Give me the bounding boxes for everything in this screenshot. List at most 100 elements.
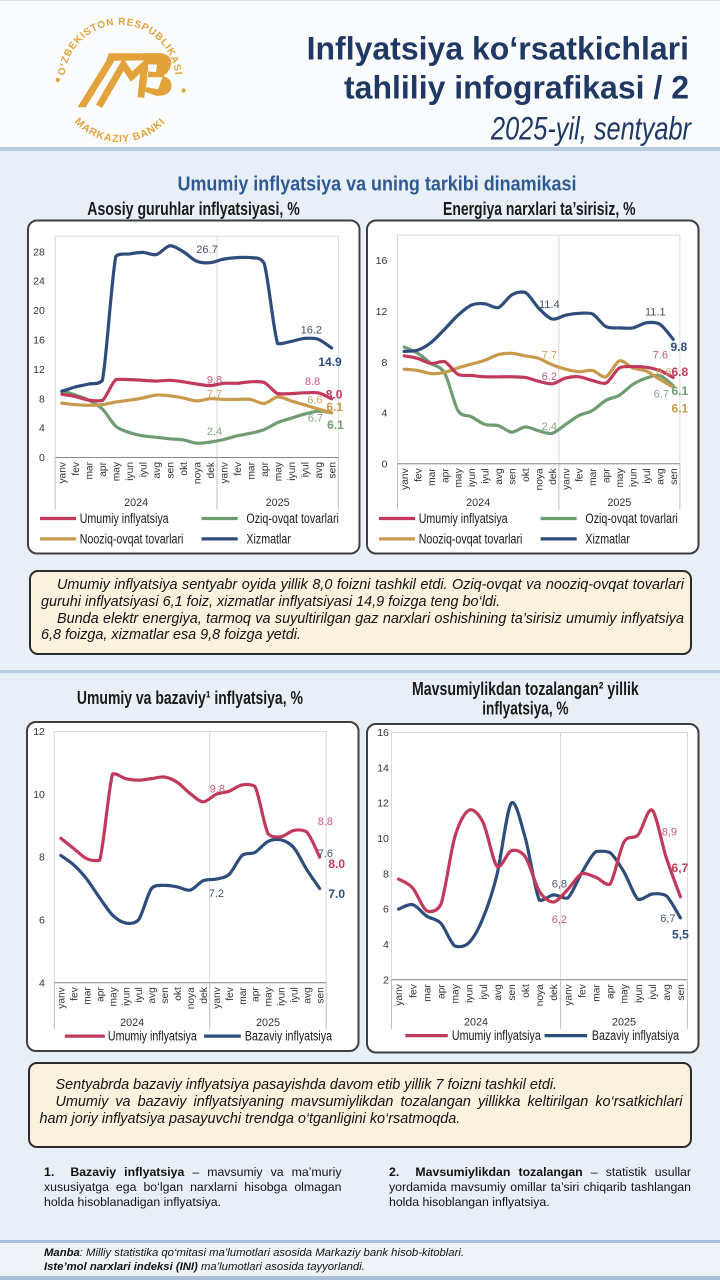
svg-text:fev: fev xyxy=(574,467,585,481)
svg-text:2024: 2024 xyxy=(466,497,490,509)
svg-text:26.7: 26.7 xyxy=(196,244,217,256)
svg-text:0: 0 xyxy=(38,452,44,464)
svg-text:6,7: 6,7 xyxy=(660,913,675,925)
svg-text:6.1: 6.1 xyxy=(671,401,688,415)
svg-text:avg: avg xyxy=(313,461,324,478)
svg-text:6.1: 6.1 xyxy=(671,384,688,398)
svg-text:avg: avg xyxy=(302,986,313,1003)
svg-text:2024: 2024 xyxy=(120,1017,144,1029)
svg-text:mar: mar xyxy=(237,986,248,1004)
svg-text:avg: avg xyxy=(655,467,666,484)
svg-text:8.0: 8.0 xyxy=(325,387,342,401)
svg-text:8: 8 xyxy=(381,356,387,368)
svg-text:28: 28 xyxy=(33,246,45,258)
svg-text:apr: apr xyxy=(601,467,612,482)
svg-text:2024: 2024 xyxy=(464,1017,488,1029)
svg-text:4: 4 xyxy=(383,939,389,951)
svg-text:mar: mar xyxy=(422,984,433,1002)
svg-text:0: 0 xyxy=(381,458,387,470)
svg-text:2024: 2024 xyxy=(124,497,148,509)
svg-text:iyun: iyun xyxy=(633,984,644,1003)
svg-text:may: may xyxy=(263,986,274,1006)
svg-text:may: may xyxy=(619,983,630,1003)
svg-text:avg: avg xyxy=(152,461,163,478)
svg-text:Energiya narxlari ta’sirisiz,: Energiya narxlari ta’sirisiz, % xyxy=(443,198,636,219)
svg-text:16: 16 xyxy=(375,255,387,267)
svg-text:2.4: 2.4 xyxy=(541,421,556,433)
svg-text:Nooziq-ovqat tovarlari: Nooziq-ovqat tovarlari xyxy=(418,531,522,546)
svg-text:10: 10 xyxy=(377,833,389,845)
svg-text:6,8: 6,8 xyxy=(551,879,566,891)
svg-text:apr: apr xyxy=(98,461,109,476)
svg-text:6.8: 6.8 xyxy=(671,365,688,379)
svg-text:okt: okt xyxy=(521,468,532,482)
svg-text:16.2: 16.2 xyxy=(300,324,321,336)
svg-text:Umumiy inflyatsiya va uning ta: Umumiy inflyatsiya va uning tarkibi dina… xyxy=(178,173,577,196)
svg-text:MARKAZIY BANKI: MARKAZIY BANKI xyxy=(72,116,168,146)
svg-text:2: 2 xyxy=(383,974,389,986)
svg-text:8,9: 8,9 xyxy=(661,827,676,839)
svg-text:may: may xyxy=(273,461,284,481)
svg-text:yanv: yanv xyxy=(219,461,230,483)
svg-text:16: 16 xyxy=(377,727,389,739)
svg-text:Inflyatsiya ko‘rsatkichlari: Inflyatsiya ko‘rsatkichlari xyxy=(307,31,689,67)
svg-text:okt: okt xyxy=(173,987,184,1001)
svg-text:mar: mar xyxy=(426,467,437,485)
svg-text:Umumiy inflyatsiya: Umumiy inflyatsiya xyxy=(418,510,507,525)
svg-text:fev: fev xyxy=(69,986,80,1000)
svg-text:6.1: 6.1 xyxy=(327,418,344,432)
svg-text:12: 12 xyxy=(377,798,389,810)
svg-text:4: 4 xyxy=(39,977,45,989)
svg-text:avg: avg xyxy=(492,984,503,1001)
svg-text:7.7: 7.7 xyxy=(206,388,221,400)
svg-text:11.4: 11.4 xyxy=(539,299,560,311)
svg-text:20: 20 xyxy=(33,305,45,317)
svg-text:iyun: iyun xyxy=(121,987,132,1006)
svg-text:avg: avg xyxy=(494,467,505,484)
svg-text:6.6: 6.6 xyxy=(307,394,322,406)
svg-text:may: may xyxy=(111,461,122,481)
svg-text:fev: fev xyxy=(232,461,243,475)
svg-text:iyul: iyul xyxy=(138,462,149,477)
svg-text:iyun: iyun xyxy=(464,984,475,1003)
svg-text:iyul: iyul xyxy=(289,987,300,1002)
svg-text:may: may xyxy=(615,467,626,487)
svg-text:mar: mar xyxy=(82,986,93,1004)
svg-text:sen: sen xyxy=(507,984,518,1000)
svg-text:14: 14 xyxy=(377,762,389,774)
svg-text:apr: apr xyxy=(95,986,106,1001)
svg-text:iyun: iyun xyxy=(286,462,297,481)
svg-text:7.6: 7.6 xyxy=(652,349,667,361)
svg-text:iyun: iyun xyxy=(276,987,287,1006)
svg-text:apr: apr xyxy=(436,984,447,999)
svg-text:may: may xyxy=(108,986,119,1006)
svg-text:9.8: 9.8 xyxy=(206,374,221,386)
svg-text:mar: mar xyxy=(84,461,95,479)
svg-text:9.8: 9.8 xyxy=(209,783,224,795)
svg-text:iyul: iyul xyxy=(647,984,658,999)
svg-text:iyul: iyul xyxy=(478,984,489,999)
svg-text:inflyatsiya, %: inflyatsiya, % xyxy=(482,698,568,719)
svg-text:iyul: iyul xyxy=(642,468,653,483)
svg-text:sen: sen xyxy=(669,468,680,484)
svg-text:fev: fev xyxy=(224,986,235,1000)
svg-text:may: may xyxy=(450,983,461,1003)
svg-text:iyul: iyul xyxy=(134,987,145,1002)
svg-text:2025: 2025 xyxy=(607,497,631,509)
svg-text:8: 8 xyxy=(383,868,389,880)
svg-text:14.9: 14.9 xyxy=(318,355,342,369)
svg-text:2025: 2025 xyxy=(265,497,289,509)
svg-text:noya: noya xyxy=(186,986,197,1008)
svg-text:6: 6 xyxy=(383,904,389,916)
svg-text:8: 8 xyxy=(39,851,45,863)
svg-text:24: 24 xyxy=(33,275,45,287)
svg-text:6.2: 6.2 xyxy=(541,371,556,383)
svg-text:yanv: yanv xyxy=(57,461,68,483)
svg-text:6.1: 6.1 xyxy=(326,400,343,414)
svg-text:Nooziq-ovqat tovarlari: Nooziq-ovqat tovarlari xyxy=(79,531,183,546)
svg-text:yanv: yanv xyxy=(400,467,411,489)
svg-text:Oziq-ovqat tovarlari: Oziq-ovqat tovarlari xyxy=(585,510,678,525)
svg-text:mar: mar xyxy=(588,467,599,485)
svg-text:yanv: yanv xyxy=(211,986,222,1008)
svg-text:Umumiy inflyatsiya: Umumiy inflyatsiya xyxy=(107,1028,196,1043)
